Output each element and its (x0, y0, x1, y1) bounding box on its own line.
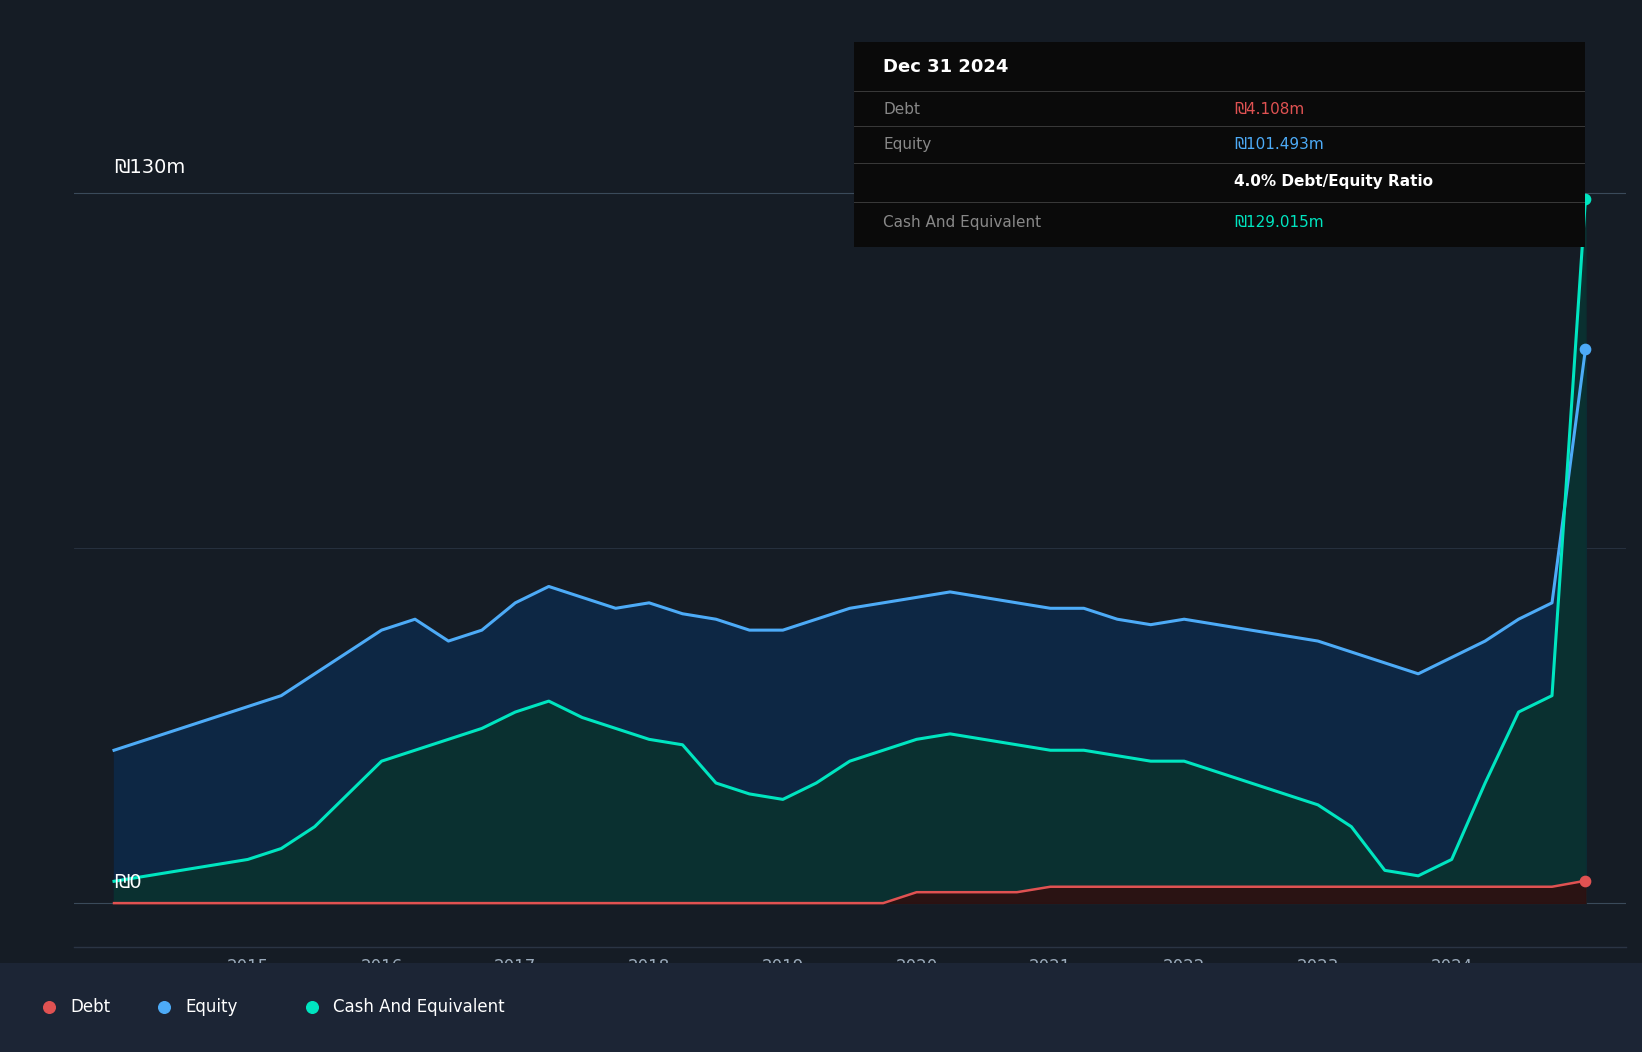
Text: ₪0: ₪0 (113, 873, 141, 892)
Point (299, 999, 325, 1016)
Text: Debt: Debt (71, 998, 110, 1016)
Point (1573, 872, 1599, 889)
Text: Dec 31 2024: Dec 31 2024 (883, 58, 1008, 76)
Point (1573, 341, 1599, 358)
Text: ₪129.015m: ₪129.015m (1233, 215, 1323, 230)
Point (36, 999, 62, 1016)
Text: ₪4.108m: ₪4.108m (1233, 102, 1304, 117)
Text: Debt: Debt (883, 102, 920, 117)
Text: ₪130m: ₪130m (113, 158, 186, 177)
Point (151, 999, 177, 1016)
Text: 4.0% Debt/Equity Ratio: 4.0% Debt/Equity Ratio (1233, 174, 1433, 189)
Text: Cash And Equivalent: Cash And Equivalent (333, 998, 506, 1016)
Point (1573, 190, 1599, 207)
Text: ₪101.493m: ₪101.493m (1233, 137, 1323, 153)
Text: Cash And Equivalent: Cash And Equivalent (883, 215, 1041, 230)
Text: Equity: Equity (186, 998, 238, 1016)
Text: Equity: Equity (883, 137, 931, 153)
